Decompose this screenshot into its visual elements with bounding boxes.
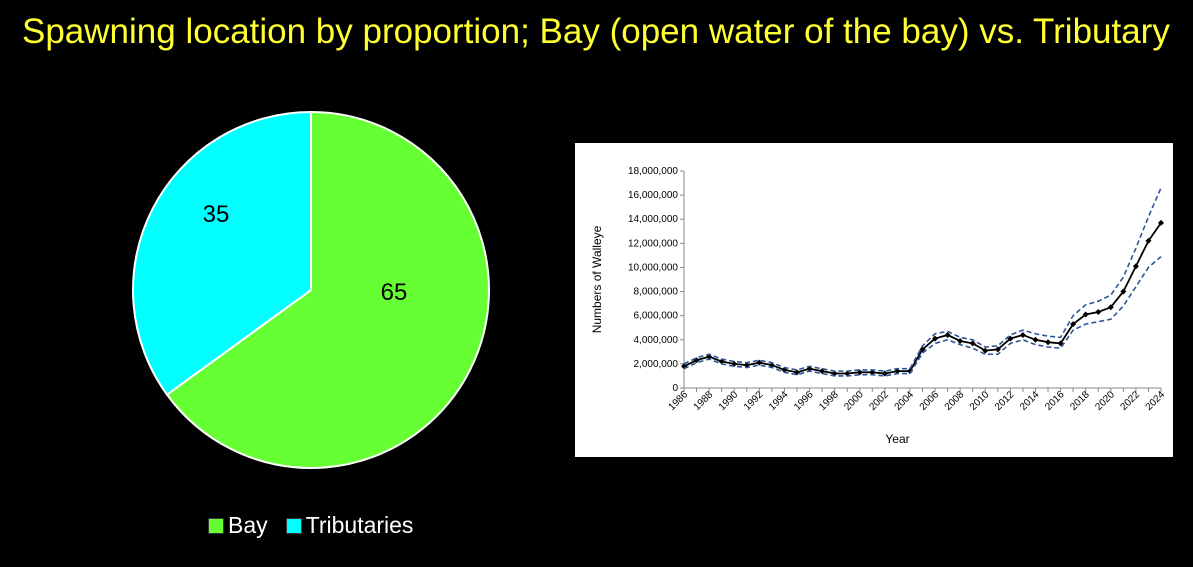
pie-label-bay: 65 <box>381 279 408 306</box>
x-tick-label: 2016 <box>1043 389 1067 413</box>
series-line-lower-bound <box>683 255 1162 377</box>
data-point-marker <box>982 347 989 354</box>
data-point-marker <box>906 368 913 375</box>
y-tick-label: 10,000,000 <box>628 262 678 273</box>
data-point-marker <box>693 357 700 364</box>
y-tick-label: 0 <box>672 383 678 394</box>
y-tick-label: 12,000,000 <box>628 238 678 249</box>
slide-title: Spawning location by proportion; Bay (op… <box>22 12 1170 51</box>
x-tick-label: 2014 <box>1018 389 1042 413</box>
data-point-marker <box>1070 321 1077 328</box>
x-tick-label: 1994 <box>767 389 791 413</box>
line-chart-panel: 0 2,000,000 4,000,000 6,000,000 8,000,000 10,… <box>575 143 1173 457</box>
legend-label-bay: Bay <box>228 512 268 538</box>
data-point-marker <box>1158 219 1164 226</box>
data-point-marker <box>969 340 976 347</box>
data-point-marker <box>1132 263 1139 270</box>
x-tick-label: 2002 <box>867 389 891 413</box>
data-point-marker <box>819 368 826 375</box>
legend-item-bay: Bay <box>208 512 268 539</box>
x-tick-label: 1986 <box>667 389 691 413</box>
x-tick-label: 1998 <box>817 389 841 413</box>
legend-swatch-tributaries <box>285 517 302 534</box>
data-point-marker <box>731 360 738 367</box>
legend-item-tributaries: Tributaries <box>285 512 414 539</box>
x-tick-label: 2012 <box>993 389 1017 413</box>
data-point-marker <box>932 335 939 342</box>
y-tick-label: 4,000,000 <box>634 335 679 346</box>
y-tick-label: 6,000,000 <box>634 311 679 322</box>
legend-label-tributaries: Tributaries <box>305 512 414 538</box>
data-point-marker <box>994 346 1001 353</box>
data-point-marker <box>1145 237 1152 244</box>
data-point-marker <box>1019 331 1026 338</box>
pie-slice-bay <box>165 110 490 469</box>
data-point-marker <box>1082 311 1089 318</box>
x-tick-label: 2000 <box>842 389 866 413</box>
data-point-marker <box>919 346 926 353</box>
data-point-marker <box>1107 304 1114 311</box>
pie-label-tributaries: 35 <box>203 201 230 228</box>
y-tick-label: 2,000,000 <box>634 359 679 370</box>
pie-slice-tributaries <box>132 110 312 397</box>
data-point-marker <box>1095 309 1102 316</box>
x-tick-label: 2022 <box>1119 389 1143 413</box>
x-tick-label: 2020 <box>1093 389 1117 413</box>
legend-swatch-bay <box>208 517 224 534</box>
y-tick-label: 14,000,000 <box>628 214 678 225</box>
x-tick-label: 1996 <box>792 389 816 413</box>
pie-legend: Bay Tributaries <box>208 512 431 539</box>
y-tick-label: 8,000,000 <box>634 287 679 298</box>
data-point-marker <box>1057 340 1064 347</box>
x-axis-title: Year <box>885 432 909 446</box>
data-point-marker <box>1032 336 1039 343</box>
line-chart: 0 2,000,000 4,000,000 6,000,000 8,000,000 10,… <box>590 166 1168 446</box>
pie-chart: 65 35 <box>132 110 490 469</box>
x-tick-label: 2006 <box>918 389 942 413</box>
x-tick-label: 2024 <box>1144 389 1168 413</box>
x-tick-label: 2018 <box>1068 389 1092 413</box>
data-point-marker <box>856 369 863 376</box>
x-tick-label: 2010 <box>968 389 992 413</box>
y-tick-label: 18,000,000 <box>628 166 678 177</box>
series-line-upper-bound <box>683 187 1162 372</box>
x-tick-label: 1988 <box>692 389 716 413</box>
data-point-marker <box>957 337 964 344</box>
x-tick-label: 1990 <box>717 389 741 413</box>
y-tick-label: 16,000,000 <box>628 190 678 201</box>
data-point-marker <box>1045 339 1052 346</box>
x-tick-label: 2008 <box>943 389 967 413</box>
y-axis-title: Numbers of Walleye <box>590 225 604 333</box>
data-point-marker <box>1007 335 1014 342</box>
data-point-marker <box>944 331 951 338</box>
x-tick-label: 1992 <box>742 389 766 413</box>
data-point-marker <box>768 362 775 369</box>
data-point-marker <box>1120 288 1127 295</box>
x-tick-label: 2004 <box>893 389 917 413</box>
